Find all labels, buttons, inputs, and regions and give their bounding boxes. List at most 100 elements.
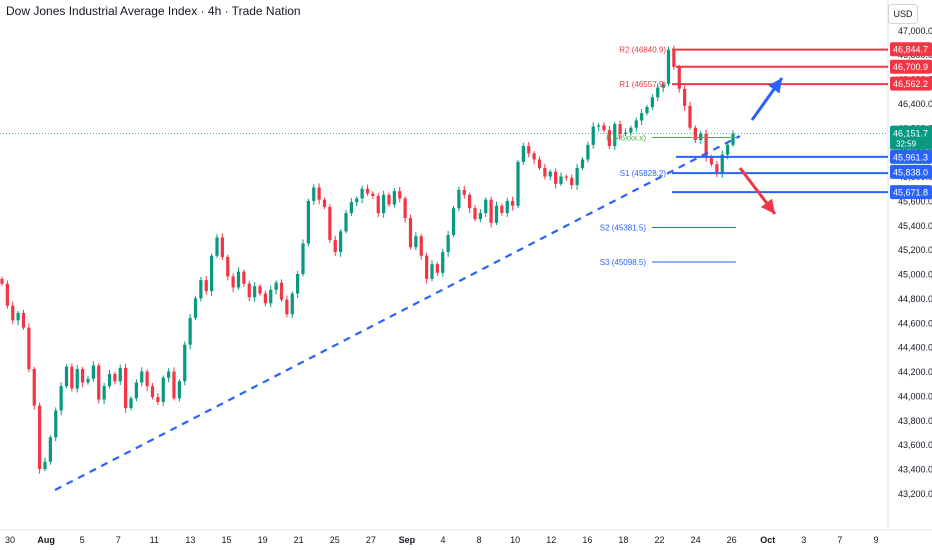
candle-body bbox=[188, 317, 192, 345]
candle-body bbox=[75, 369, 79, 389]
candle-body bbox=[425, 255, 429, 279]
candle-body bbox=[32, 369, 36, 406]
candle-body bbox=[656, 87, 660, 98]
candle-body bbox=[661, 83, 665, 88]
candle-body bbox=[124, 367, 128, 409]
candle-body bbox=[134, 382, 138, 399]
y-tick-label: 44,000.0 bbox=[898, 391, 932, 401]
price-badge-label: 45,671.8 bbox=[893, 188, 928, 198]
candle-body bbox=[86, 378, 90, 383]
candle-body bbox=[650, 97, 654, 108]
price-badge bbox=[890, 164, 932, 179]
candle-body bbox=[274, 282, 278, 290]
candle-body bbox=[629, 127, 633, 133]
candle-body bbox=[306, 200, 310, 244]
y-tick-label: 44,200.0 bbox=[898, 367, 932, 377]
x-tick-label: 19 bbox=[258, 535, 268, 545]
candle-body bbox=[527, 146, 531, 154]
candle-body bbox=[43, 461, 47, 470]
candle-body bbox=[726, 144, 730, 155]
x-tick-label: 7 bbox=[837, 535, 842, 545]
y-tick-label: 45,000.0 bbox=[898, 270, 932, 280]
candle-body bbox=[441, 252, 445, 273]
candle-body bbox=[140, 371, 144, 383]
candle-body bbox=[215, 237, 219, 256]
bearish-arrow-head bbox=[760, 198, 775, 214]
candle-body bbox=[645, 107, 649, 114]
candle-body bbox=[548, 171, 552, 177]
candle-body bbox=[597, 125, 601, 127]
y-tick-label: 47,000.0 bbox=[898, 26, 932, 36]
candle-body bbox=[204, 280, 208, 292]
candle-body bbox=[253, 286, 257, 298]
candle-body bbox=[0, 278, 4, 284]
x-tick-label: 21 bbox=[294, 535, 304, 545]
y-tick-label: 43,200.0 bbox=[898, 489, 932, 499]
x-tick-label: 7 bbox=[116, 535, 121, 545]
candle-body bbox=[269, 289, 273, 304]
x-tick-label: 24 bbox=[691, 535, 701, 545]
candle-body bbox=[398, 191, 402, 199]
candle-body bbox=[376, 196, 380, 214]
candle-body bbox=[97, 365, 101, 400]
candle-body bbox=[371, 193, 375, 197]
candle-body bbox=[591, 126, 595, 145]
candle-body bbox=[317, 187, 321, 200]
candle-body bbox=[489, 199, 493, 223]
candle-body bbox=[70, 366, 74, 389]
countdown-label: 32:59 bbox=[896, 140, 917, 149]
candle-body bbox=[177, 381, 181, 399]
level-label-s1: S1 (45828.2) bbox=[620, 169, 667, 178]
price-badges-layer: 46,844.7 46,700.9 46,562.2 45,961.3 45,838.0… bbox=[890, 42, 932, 200]
candle-body bbox=[167, 371, 171, 378]
candle-body bbox=[236, 271, 241, 288]
x-tick-label: 13 bbox=[185, 535, 195, 545]
candle-body bbox=[38, 405, 42, 470]
candle-body bbox=[322, 199, 327, 207]
candle-body bbox=[505, 200, 509, 214]
candle-body bbox=[349, 202, 353, 214]
price-badge-label: 46,844.7 bbox=[893, 45, 928, 55]
candle-body bbox=[172, 371, 176, 399]
candle-body bbox=[231, 276, 235, 288]
candle-body bbox=[688, 105, 692, 128]
candle-body bbox=[161, 377, 165, 402]
candle-body bbox=[554, 171, 558, 184]
candle-body bbox=[500, 205, 504, 214]
y-tick-label: 43,400.0 bbox=[898, 465, 932, 475]
candle-body bbox=[430, 264, 434, 279]
candle-body bbox=[258, 286, 262, 294]
candle-body bbox=[693, 127, 697, 140]
candle-body bbox=[355, 198, 359, 203]
price-badge-label: 46,700.9 bbox=[893, 62, 928, 72]
candle-body bbox=[290, 293, 294, 315]
candle-body bbox=[183, 344, 187, 382]
price-badge bbox=[890, 185, 932, 200]
trend-line bbox=[54, 135, 741, 491]
candle-body bbox=[382, 194, 386, 214]
candle-body bbox=[129, 398, 133, 409]
y-tick-label: 43,800.0 bbox=[898, 416, 932, 426]
candle-body bbox=[365, 188, 370, 194]
candle-body bbox=[150, 386, 155, 398]
candle-body bbox=[640, 113, 644, 121]
candle-body bbox=[699, 133, 703, 140]
candle-body bbox=[403, 198, 407, 218]
candle-body bbox=[468, 194, 472, 209]
candle-body bbox=[226, 256, 230, 277]
candle-body bbox=[59, 386, 63, 411]
candle-body bbox=[564, 176, 568, 178]
candle-body bbox=[607, 130, 611, 147]
x-tick-label: 8 bbox=[477, 535, 482, 545]
candle-body bbox=[113, 373, 117, 382]
currency-button[interactable]: USD bbox=[888, 4, 918, 24]
candle-body bbox=[279, 282, 284, 300]
candle-body bbox=[333, 239, 337, 253]
candle-body bbox=[21, 313, 26, 328]
candle-body bbox=[414, 236, 418, 248]
candle-body bbox=[344, 213, 348, 232]
y-tick-label: 46,400.0 bbox=[898, 99, 932, 109]
candle-body bbox=[54, 410, 58, 438]
